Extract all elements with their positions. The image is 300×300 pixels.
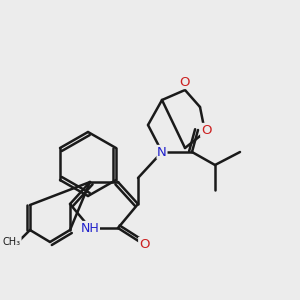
Text: CH₃: CH₃ bbox=[3, 237, 21, 247]
Text: NH: NH bbox=[81, 221, 99, 235]
Text: O: O bbox=[201, 124, 211, 136]
Text: N: N bbox=[157, 146, 167, 158]
Text: O: O bbox=[139, 238, 149, 250]
Text: O: O bbox=[180, 76, 190, 88]
